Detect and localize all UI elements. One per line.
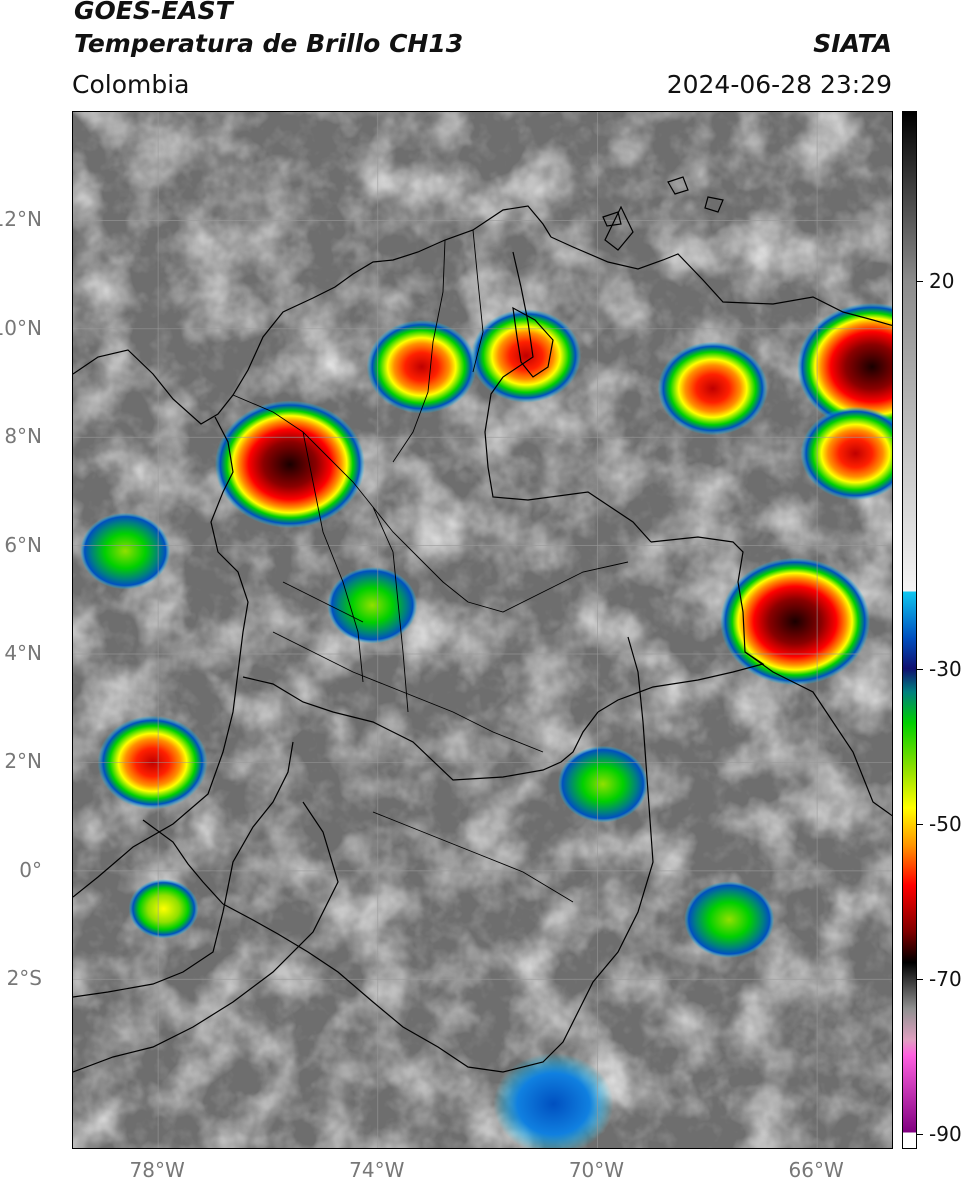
convective-cell bbox=[471, 309, 582, 403]
ecuador-coast bbox=[73, 741, 294, 998]
maracaibo-lake bbox=[512, 306, 554, 378]
lon-label: 70°W bbox=[568, 1158, 625, 1182]
convective-cell bbox=[366, 320, 477, 414]
lat-label: 4°N bbox=[4, 641, 42, 666]
convective-cell bbox=[327, 567, 418, 644]
satellite-map[interactable] bbox=[72, 111, 893, 1149]
graticule bbox=[73, 112, 892, 1148]
island-outline-3 bbox=[704, 196, 724, 213]
convective-cell bbox=[214, 400, 365, 529]
satellite-title: GOES-EAST bbox=[74, 0, 233, 25]
colorbar-tick-mark bbox=[917, 823, 923, 825]
convective-cell bbox=[128, 879, 199, 939]
colorbar-tick-label: -70 bbox=[929, 966, 962, 991]
colorbar-tick-label: -30 bbox=[929, 656, 962, 681]
colorbar-tick-label: -90 bbox=[929, 1121, 962, 1146]
country-borders bbox=[73, 176, 892, 1073]
convective-cell bbox=[720, 557, 871, 686]
convective-cell bbox=[800, 406, 892, 501]
brazil-venezuela-border bbox=[744, 651, 892, 817]
colorbar-ticks: 20 -30 -50 -70 -90 bbox=[917, 111, 966, 1149]
lon-label: 78°W bbox=[129, 1158, 185, 1182]
colorbar bbox=[902, 111, 917, 1149]
product-title: Temperatura de Brillo CH13 bbox=[74, 29, 464, 58]
peru-coast bbox=[73, 801, 339, 1073]
lon-label: 74°W bbox=[349, 1158, 405, 1182]
colombia-peru-border bbox=[222, 636, 654, 1073]
colombia-brazil-border bbox=[242, 676, 599, 781]
island-outline-1 bbox=[667, 176, 689, 195]
convective-cells bbox=[80, 303, 892, 1148]
lat-label: 6°N bbox=[4, 532, 42, 557]
lon-label: 66°W bbox=[788, 1158, 844, 1182]
region-label: Colombia bbox=[72, 70, 190, 99]
interior-boundaries bbox=[232, 229, 629, 903]
convective-cell bbox=[684, 881, 775, 958]
colorbar-tick-label: 20 bbox=[929, 269, 955, 294]
colorbar-tick-label: -50 bbox=[929, 811, 962, 836]
caribbean-coast bbox=[73, 205, 552, 425]
colorbar-tick-mark bbox=[917, 1133, 923, 1135]
pacific-coast bbox=[73, 416, 249, 898]
lat-label: 0° bbox=[19, 857, 42, 882]
agency-label: SIATA bbox=[813, 29, 892, 58]
convective-cell bbox=[493, 1052, 614, 1148]
convective-cell bbox=[557, 745, 648, 823]
colombia-ecuador-border bbox=[142, 819, 224, 905]
island-outline-2 bbox=[602, 211, 622, 227]
convective-cell bbox=[657, 341, 768, 436]
lat-label: 12°N bbox=[0, 207, 42, 232]
lat-label: 2°N bbox=[4, 749, 42, 774]
convective-cell bbox=[80, 512, 171, 590]
lat-label: 2°S bbox=[6, 966, 42, 991]
venezuela-coast bbox=[550, 236, 892, 327]
guajira-venezuela-border bbox=[484, 251, 652, 543]
colorbar-tick-mark bbox=[917, 668, 923, 670]
paraguana bbox=[604, 205, 634, 251]
lat-label: 10°N bbox=[0, 315, 42, 340]
timestamp-label: 2024-06-28 23:29 bbox=[666, 70, 892, 99]
map-canvas bbox=[73, 112, 892, 1148]
lat-label: 8°N bbox=[4, 424, 42, 449]
colorbar-tick-mark bbox=[917, 978, 923, 980]
convective-cell bbox=[797, 303, 892, 431]
colorbar-tick-mark bbox=[917, 281, 923, 283]
